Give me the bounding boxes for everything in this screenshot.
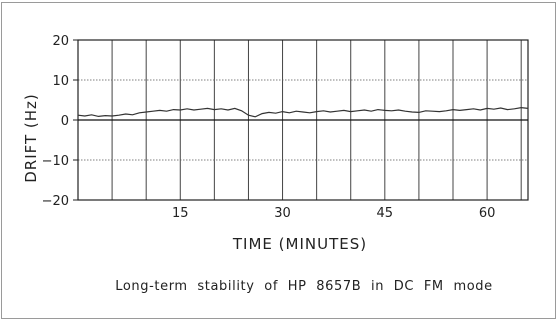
x-tick-label: 60 — [479, 206, 496, 221]
y-tick-label: −20 — [42, 194, 69, 209]
y-tick-label: −10 — [42, 154, 69, 169]
x-tick-label: 30 — [274, 206, 291, 221]
x-tick-label: 15 — [172, 206, 189, 221]
x-tick-label: 45 — [377, 206, 394, 221]
y-axis-ticks: 20 10 0 −10 −20 — [42, 34, 78, 209]
y-axis-label: DRIFT (Hz) — [22, 93, 40, 183]
drift-series-line — [77, 106, 529, 118]
x-axis-ticks: 15 30 45 60 — [172, 206, 495, 221]
y-tick-label: 0 — [61, 114, 69, 129]
figure-caption: Long-term stability of HP 8657B in DC FM… — [115, 279, 492, 294]
x-axis-label: TIME (MINUTES) — [232, 235, 367, 253]
y-tick-label: 10 — [52, 74, 69, 89]
y-tick-label: 20 — [52, 34, 69, 49]
figure-frame — [1, 2, 556, 319]
